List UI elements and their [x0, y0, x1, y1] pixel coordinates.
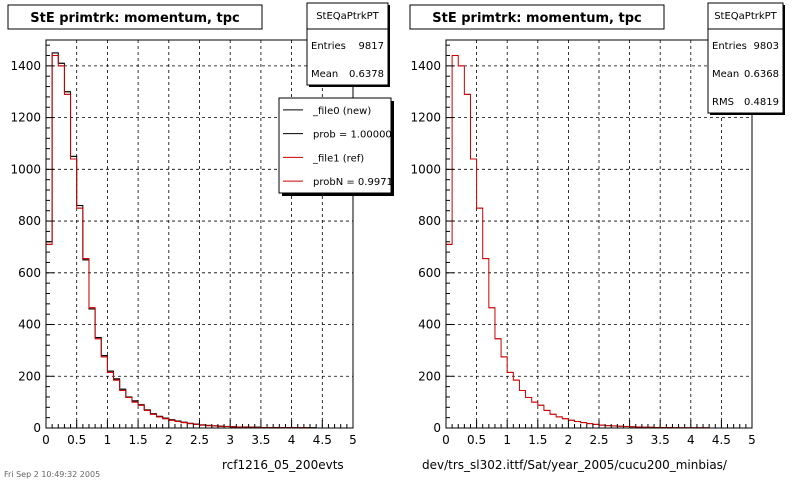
y-tick-label: 600 — [18, 266, 41, 280]
stats-value: 0.4819 — [744, 97, 779, 108]
x-tick-label: 2 — [165, 433, 173, 447]
y-axis: 0 200 400 600 800 1000 1200 1400 — [410, 44, 454, 435]
y-tick-label: 800 — [18, 214, 41, 228]
y-tick-label: 200 — [18, 369, 41, 383]
chart-title: StE primtrk: momentum, tpc — [30, 11, 240, 26]
x-tick-label: 4 — [288, 433, 296, 447]
y-tick-label: 200 — [418, 369, 441, 383]
y-tick-label: 1000 — [410, 162, 441, 176]
y-tick-label: 1200 — [410, 111, 441, 125]
legend-label: _file0 (new) — [312, 106, 371, 117]
stats-name: StEQaPtrkPT — [714, 11, 777, 22]
x-tick-label: 1 — [104, 433, 112, 447]
y-tick-label: 1200 — [10, 111, 41, 125]
stats-label: Entries — [311, 41, 346, 52]
x-tick-label: 5 — [349, 433, 357, 447]
x-tick-label: 1.5 — [528, 433, 547, 447]
x-tick-label: 1 — [503, 433, 511, 447]
x-tick-label: 3 — [226, 433, 234, 447]
stats-value: 9803 — [754, 41, 779, 52]
x-tick-label: 2 — [565, 433, 573, 447]
x-tick-label: 0 — [442, 433, 450, 447]
x-tick-label: 5 — [748, 433, 756, 447]
stats-label: Mean — [311, 69, 338, 80]
stats-value: 9817 — [359, 41, 384, 52]
y-tick-label: 0 — [33, 421, 41, 435]
stats-label: RMS — [712, 97, 734, 108]
legend-label: prob = 1.000000 — [313, 130, 398, 141]
x-tick-label: 3.5 — [251, 433, 270, 447]
x-tick-label: 2.5 — [589, 433, 608, 447]
stats-frame — [306, 2, 389, 86]
y-tick-label: 1400 — [410, 59, 441, 73]
stats-box: StEQaPtrkPT Entries 9817 Mean 0.6378 — [306, 2, 390, 87]
stats-value: 0.6378 — [349, 69, 384, 80]
x-tick-label: 0.5 — [467, 433, 486, 447]
y-tick-label: 400 — [18, 318, 41, 332]
grid-lines — [46, 40, 353, 428]
y-tick-label: 1000 — [10, 162, 41, 176]
x-tick-label: 4.5 — [313, 433, 332, 447]
legend-label: probN = 0.997197 — [313, 177, 406, 188]
chart-title: StE primtrk: momentum, tpc — [432, 11, 642, 26]
histogram-panel-1: 0 0.5 1 1.5 2 2.5 3 3.5 4 4.5 5 0 200 400 600 800 1000 12… — [7, 2, 406, 472]
x-tick-label: 1.5 — [129, 433, 148, 447]
title-box — [409, 4, 665, 30]
chart-caption: rcf1216_05_200evts — [222, 458, 344, 472]
y-tick-label: 800 — [418, 214, 441, 228]
stats-box: StEQaPtrkPT Entries 9803 Mean 0.6368 RMS 0.481… — [707, 2, 785, 115]
grid-lines — [446, 40, 752, 428]
stats-value: 0.6368 — [744, 69, 779, 80]
y-axis: 0 200 400 600 800 1000 1200 1400 — [10, 44, 54, 435]
x-axis: 0 0.5 1 1.5 2 2.5 3 3.5 4 4.5 5 — [42, 420, 357, 447]
footer-timestamp: Fri Sep 2 10:49:32 2005 — [4, 470, 100, 479]
y-tick-label: 1400 — [10, 59, 41, 73]
stats-label: Mean — [712, 69, 739, 80]
y-tick-label: 400 — [418, 318, 441, 332]
y-tick-label: 0 — [433, 421, 441, 435]
x-tick-label: 4 — [687, 433, 695, 447]
histogram-panel-2: 0 0.5 1 1.5 2 2.5 3 3.5 4 4.5 5 0 200 400 600 800 1000 12… — [409, 2, 785, 472]
title-box — [7, 4, 263, 30]
stats-name: StEQaPtrkPT — [316, 11, 379, 22]
x-tick-label: 2.5 — [190, 433, 209, 447]
x-tick-label: 4.5 — [712, 433, 731, 447]
legend-label: _file1 (ref) — [312, 153, 364, 164]
x-tick-label: 3 — [626, 433, 634, 447]
legend: _file0 (new) prob = 1.000000 _file1 (ref) p… — [278, 97, 406, 196]
chart-caption: dev/trs_sl302.ittf/Sat/year_2005/cucu200… — [422, 458, 728, 472]
legend-frame — [278, 97, 392, 194]
x-axis: 0 0.5 1 1.5 2 2.5 3 3.5 4 4.5 5 — [442, 420, 756, 447]
stats-label: Entries — [712, 41, 747, 52]
stats-frame — [707, 2, 784, 114]
x-tick-label: 0 — [42, 433, 50, 447]
y-tick-label: 600 — [418, 266, 441, 280]
x-tick-label: 3.5 — [651, 433, 670, 447]
x-tick-label: 0.5 — [67, 433, 86, 447]
